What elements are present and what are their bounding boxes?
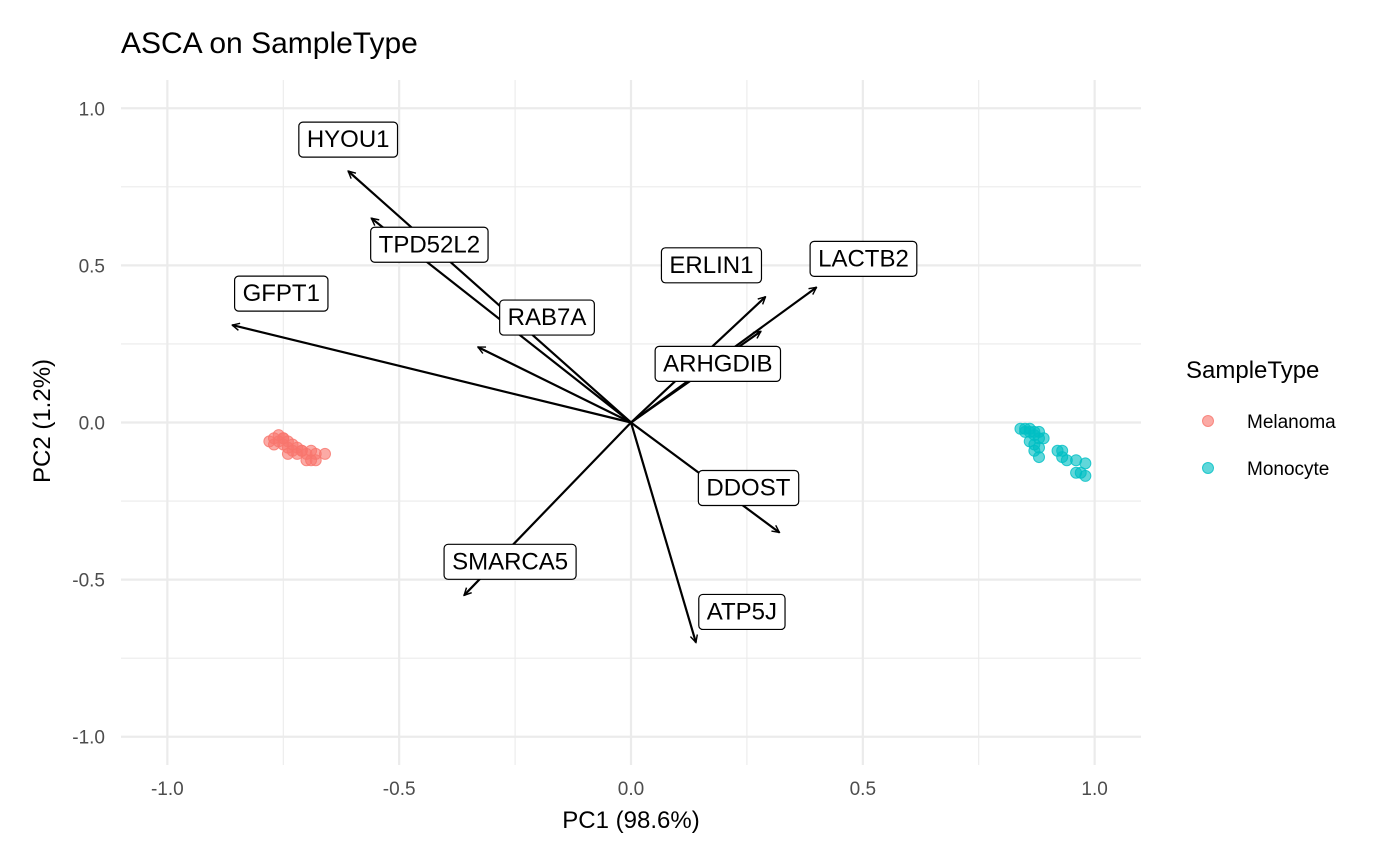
legend-item-melanoma: Melanoma [1202, 412, 1336, 433]
label-text: LACTB2 [818, 245, 909, 272]
y-tick-label: 1.0 [79, 99, 105, 120]
label-text: SMARCA5 [452, 548, 568, 575]
label-box [234, 275, 329, 312]
legend-key [1202, 415, 1214, 427]
loading-label-gfpt1: GFPT1 [234, 275, 329, 312]
loading-labels: HYOU1 TPD52L2 GFPT1 RAB7A ERLIN1 LACTB2 ARHGDI… [234, 121, 918, 631]
legend-item-monocyte: Monocyte [1202, 459, 1329, 480]
loading-arrow-atp5j [629, 422, 696, 643]
y-axis-ticks: -1.0 -0.5 0.0 0.5 1.0 [72, 99, 105, 748]
label-text: RAB7A [508, 304, 587, 331]
x-tick-label: 0.5 [850, 779, 876, 800]
loading-arrow-gfpt1 [232, 325, 632, 424]
label-box [809, 240, 918, 277]
loading-label-ddost: DDOST [697, 469, 800, 507]
legend: SampleType Melanoma Monocyte [1186, 357, 1336, 480]
sample-points [263, 422, 1092, 482]
label-text: ATP5J [707, 598, 777, 625]
loading-label-lactb2: LACTB2 [809, 240, 918, 277]
point-melanoma [309, 454, 322, 467]
point-monocyte [1033, 451, 1045, 464]
legend-key [1202, 462, 1214, 474]
point-monocyte [1079, 457, 1092, 470]
x-axis-ticks: -1.0 -0.5 0.0 0.5 1.0 [151, 779, 1108, 800]
label-box [697, 469, 800, 507]
label-box [698, 593, 786, 631]
label-box [654, 345, 782, 382]
loading-label-tpd52l2: TPD52L2 [370, 226, 489, 263]
x-tick-label: -1.0 [151, 779, 184, 800]
x-axis-title: PC1 (98.6%) [562, 807, 699, 834]
label-text: ERLIN1 [669, 252, 753, 279]
legend-label: Monocyte [1247, 459, 1329, 480]
x-tick-label: 0.0 [618, 779, 644, 800]
loading-label-rab7a: RAB7A [499, 299, 595, 336]
y-tick-label: -0.5 [72, 571, 105, 592]
label-text: HYOU1 [307, 126, 390, 153]
point-melanoma [319, 447, 331, 460]
legend-items: Melanoma Monocyte [1202, 412, 1336, 480]
point-monocyte [1037, 432, 1050, 445]
loading-label-atp5j: ATP5J [698, 593, 786, 631]
x-tick-label: -0.5 [383, 779, 416, 800]
label-box [499, 299, 595, 336]
label-box [443, 543, 577, 580]
y-tick-label: 0.5 [79, 256, 105, 277]
loading-label-arhgdib: ARHGDIB [654, 345, 782, 382]
label-text: GFPT1 [243, 280, 320, 307]
label-text: ARHGDIB [663, 350, 772, 377]
grid [121, 80, 1141, 765]
y-tick-label: -1.0 [72, 728, 105, 749]
loading-arrow-rab7a [478, 346, 632, 424]
loading-label-erlin1: ERLIN1 [660, 247, 763, 284]
legend-title: SampleType [1186, 357, 1319, 384]
chart-title: ASCA on SampleType [121, 27, 418, 60]
legend-label: Melanoma [1247, 412, 1336, 433]
loading-arrow-hyou1 [348, 171, 632, 424]
label-text: TPD52L2 [379, 231, 480, 258]
point-monocyte [1079, 469, 1092, 482]
point-melanoma [295, 444, 308, 457]
loading-label-smarca5: SMARCA5 [443, 543, 577, 580]
y-axis-title: PC2 (1.2%) [29, 359, 56, 483]
label-box [660, 247, 763, 284]
x-tick-label: 1.0 [1081, 779, 1107, 800]
label-text: DDOST [706, 474, 790, 501]
label-box [298, 121, 399, 158]
label-box [370, 226, 489, 263]
y-tick-label: 0.0 [79, 414, 105, 435]
point-melanoma [268, 432, 280, 445]
loading-label-hyou1: HYOU1 [298, 121, 399, 158]
